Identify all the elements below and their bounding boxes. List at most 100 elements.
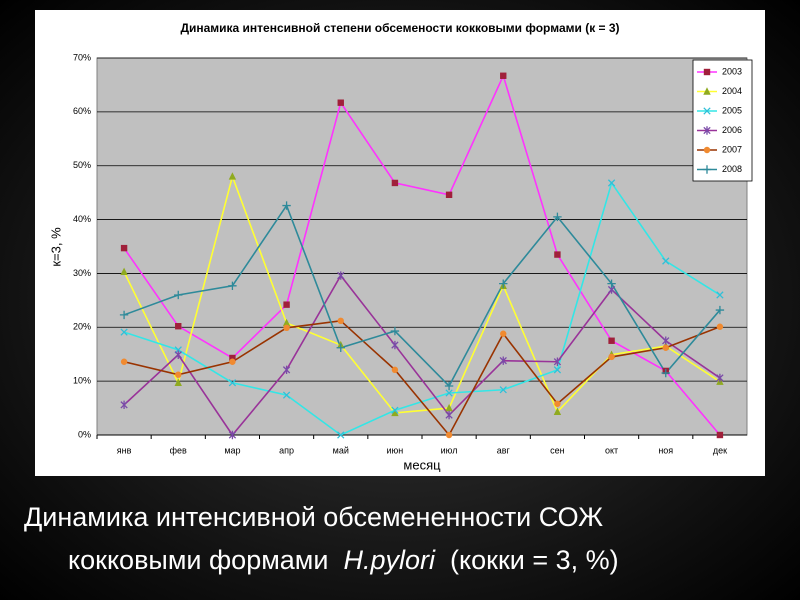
x-tick-label: июн [387, 445, 404, 455]
marker [175, 371, 182, 378]
x-axis-label: месяц [403, 457, 441, 472]
marker [608, 353, 615, 361]
marker [703, 107, 711, 115]
series-line [123, 173, 721, 414]
marker [282, 365, 291, 375]
marker [228, 172, 237, 180]
y-tick-label: 30% [73, 268, 91, 278]
marker [716, 291, 724, 299]
chart-title: Динамика интенсивной степени обсемености… [180, 21, 619, 35]
marker [553, 357, 562, 366]
caption-line2: кокковыми формами H.pylori (кокки = 3, %… [68, 545, 800, 576]
marker [715, 305, 725, 315]
y-tick-label: 40% [73, 214, 91, 224]
marker [119, 310, 129, 320]
marker [445, 389, 453, 397]
marker [716, 323, 724, 330]
marker [391, 406, 399, 414]
y-tick-label: 50% [73, 160, 91, 170]
y-tick-label: 60% [73, 106, 91, 116]
marker [702, 165, 712, 174]
marker [500, 72, 507, 79]
caption-line1: Динамика интенсивной обсемененности СОЖ [24, 502, 604, 532]
y-tick-label: 10% [73, 376, 91, 386]
marker [445, 191, 453, 198]
caption-species: H.pylori [343, 545, 435, 575]
marker [282, 201, 291, 210]
marker [499, 386, 507, 394]
x-tick-label: май [333, 445, 349, 455]
marker [174, 378, 182, 386]
marker [175, 323, 182, 330]
legend-label: 2007 [722, 144, 742, 154]
marker [229, 354, 236, 362]
chart: Динамика интенсивной степени обсемености… [48, 21, 753, 473]
marker [229, 358, 236, 365]
series-line [123, 73, 721, 436]
x-tick-label: июл [441, 445, 458, 455]
caption-text: кокковыми формами [68, 545, 329, 575]
marker [337, 99, 344, 106]
marker [608, 337, 615, 344]
marker [228, 379, 237, 387]
marker [554, 400, 561, 407]
plot-area [96, 57, 748, 436]
marker [228, 430, 237, 440]
y-axis-label: к=3, % [48, 227, 63, 267]
marker [390, 326, 400, 336]
marker [391, 408, 399, 417]
marker [553, 366, 562, 374]
marker [445, 403, 453, 412]
marker [391, 366, 399, 374]
marker [336, 343, 345, 352]
marker [391, 179, 399, 187]
marker [283, 324, 290, 332]
legend-label: 2003 [722, 66, 742, 76]
marker [282, 391, 291, 399]
marker [499, 356, 507, 365]
marker [662, 344, 669, 351]
series-line [123, 319, 721, 437]
x-tick-label: апр [279, 445, 294, 455]
marker [337, 317, 344, 325]
marker [716, 431, 724, 439]
marker [444, 381, 454, 391]
x-tick-label: янв [117, 445, 132, 455]
marker [553, 212, 562, 222]
marker [120, 328, 128, 336]
legend-label: 2006 [722, 125, 742, 135]
x-tick-label: ноя [658, 445, 673, 455]
marker [445, 410, 453, 420]
x-tick-label: сен [550, 445, 565, 455]
marker [703, 87, 711, 95]
marker [716, 373, 724, 383]
marker [500, 330, 507, 337]
marker [554, 251, 561, 258]
marker [391, 340, 399, 350]
legend-box [692, 59, 753, 182]
y-tick-label: 70% [73, 52, 91, 62]
marker [662, 336, 670, 345]
marker [120, 244, 128, 252]
legend-label: 2005 [722, 105, 742, 115]
marker [120, 267, 128, 276]
marker [337, 431, 345, 439]
marker [337, 271, 345, 280]
marker [607, 279, 616, 288]
marker [283, 301, 290, 308]
marker [661, 368, 670, 378]
marker [228, 281, 237, 291]
x-tick-label: фев [170, 445, 187, 455]
marker [174, 350, 182, 359]
marker [703, 146, 711, 154]
legend-label: 2004 [722, 86, 742, 96]
marker [607, 179, 616, 187]
marker [282, 318, 291, 327]
x-tick-label: мар [224, 445, 240, 455]
x-tick-label: авг [497, 445, 511, 455]
marker [662, 257, 670, 265]
marker [703, 126, 711, 135]
marker [174, 290, 183, 300]
caption-text: (кокки = 3, %) [450, 545, 619, 575]
